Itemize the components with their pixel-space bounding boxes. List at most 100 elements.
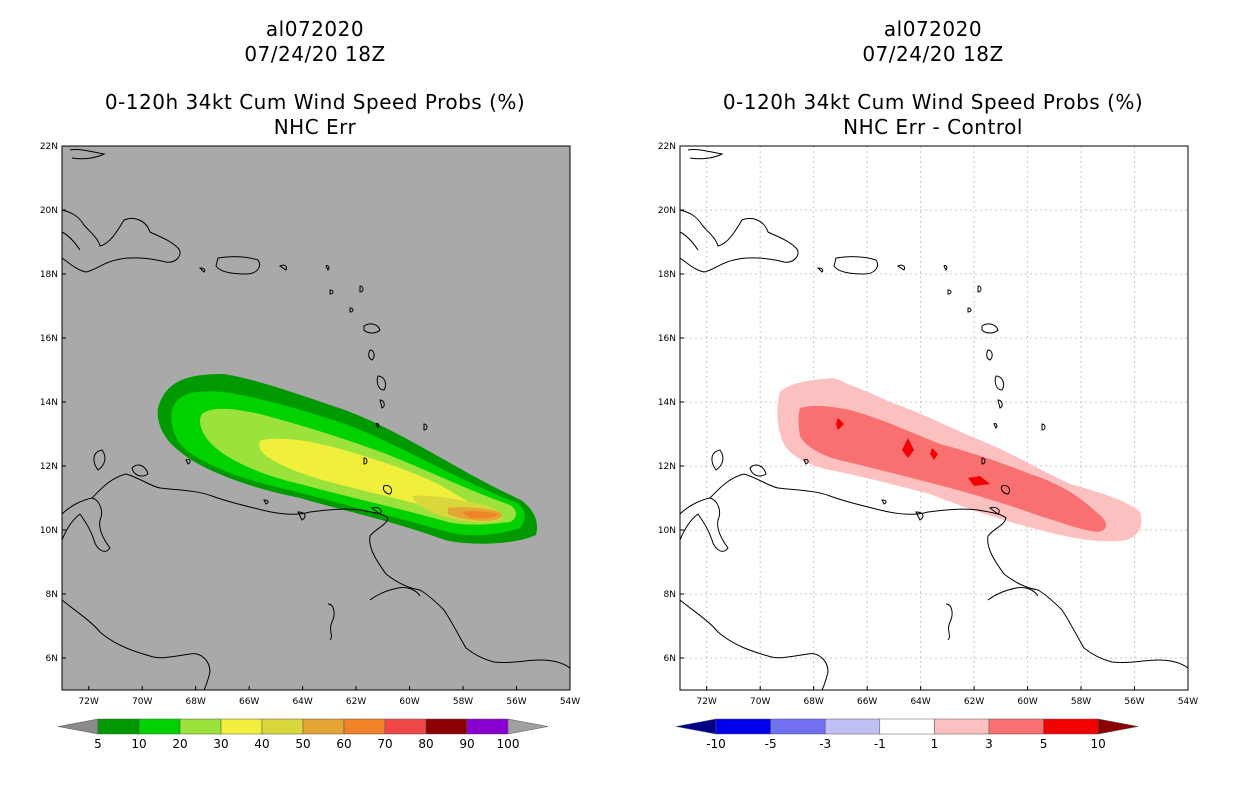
colorbar-arrow-high xyxy=(1097,718,1139,735)
lon-tick-label: 64W xyxy=(292,697,312,707)
lon-tick-label: 70W xyxy=(750,697,770,707)
colorbar-box xyxy=(261,718,304,735)
lat-tick-label: 14N xyxy=(658,398,676,408)
contour-30 xyxy=(259,438,478,513)
right-storm-id: al072020 xyxy=(883,17,983,41)
right-title-block: al072020 07/24/20 18Z xyxy=(678,17,1188,67)
colorbar-box xyxy=(824,718,881,735)
colorbar-label: 70 xyxy=(377,737,392,751)
lon-tick-label: 60W xyxy=(399,697,419,707)
lon-tick-label: 56W xyxy=(506,697,526,707)
right-product-block: 0-120h 34kt Cum Wind Speed Probs (%) NHC… xyxy=(678,90,1188,140)
left-product: 0-120h 34kt Cum Wind Speed Probs (%) xyxy=(104,90,526,114)
left-map-frame xyxy=(61,145,571,691)
lat-tick-label: 10N xyxy=(40,526,58,536)
lon-tick-label: 70W xyxy=(132,697,152,707)
colorbar-box xyxy=(934,718,990,735)
lon-tick-label: 66W xyxy=(239,697,259,707)
lat-tick-label: 12N xyxy=(658,462,676,472)
right-colorbar: -10 -5 -3 -1 1 3 5 10 xyxy=(675,718,1139,751)
lon-tick-label: 68W xyxy=(804,697,824,707)
colorbar-arrow-high xyxy=(507,718,549,735)
lon-tick-label: 72W xyxy=(697,697,717,707)
lon-tick-label: 56W xyxy=(1124,697,1144,707)
diff-contour-plus5d xyxy=(968,476,990,486)
right-map-frame xyxy=(679,145,1189,691)
lon-tick-label: 54W xyxy=(560,697,580,707)
left-datetime: 07/24/20 18Z xyxy=(244,42,386,66)
colorbar-box xyxy=(770,718,826,735)
lat-tick-label: 18N xyxy=(40,270,58,280)
colorbar-box xyxy=(1043,718,1099,735)
right-difference-contours xyxy=(777,378,1142,542)
diff-contour-plus5b xyxy=(902,438,914,458)
lon-tick-label: 64W xyxy=(910,697,930,707)
diff-contour-plus5c xyxy=(930,448,938,460)
left-storm-id: al072020 xyxy=(265,17,365,41)
left-lon-axis: 72W 70W 68W 66W 64W 62W 60W 58W 56W 54W xyxy=(79,686,580,707)
lon-tick-label: 54W xyxy=(1178,697,1198,707)
colorbar-label: 10 xyxy=(131,737,146,751)
colorbar-label: 60 xyxy=(336,737,351,751)
lat-tick-label: 16N xyxy=(40,334,58,344)
left-coastlines xyxy=(61,149,571,691)
lat-tick-label: 20N xyxy=(40,206,58,216)
colorbar-box xyxy=(302,718,345,735)
colorbar-label: 10 xyxy=(1091,737,1106,751)
right-lat-axis: 22N 20N 18N 16N 14N 12N 10N 8N 6N xyxy=(658,142,684,664)
lon-tick-label: 60W xyxy=(1017,697,1037,707)
right-map-panel: 22N 20N 18N 16N 14N 12N 10N 8N 6N 72W 70W 68W 66W 64… xyxy=(658,142,1198,751)
lat-tick-label: 18N xyxy=(658,270,676,280)
lon-tick-label: 58W xyxy=(453,697,473,707)
lon-tick-label: 62W xyxy=(964,697,984,707)
left-map-panel: 22N 20N 18N 16N 14N 12N 10N 8N 6N 72W 70W 68W 66W 64… xyxy=(40,142,580,751)
right-datetime: 07/24/20 18Z xyxy=(862,42,1004,66)
colorbar-box xyxy=(179,718,222,735)
colorbar-box xyxy=(384,718,427,735)
right-subtitle: NHC Err - Control xyxy=(843,115,1023,139)
right-product: 0-120h 34kt Cum Wind Speed Probs (%) xyxy=(722,90,1144,114)
colorbar-box xyxy=(715,718,771,735)
right-lon-axis: 72W 70W 68W 66W 64W 62W 60W 58W 56W 54W xyxy=(697,686,1198,707)
colorbar-label: 80 xyxy=(418,737,433,751)
colorbar-label: 5 xyxy=(1040,737,1048,751)
colorbar-label: 1 xyxy=(931,737,939,751)
colorbar-label: -1 xyxy=(874,737,886,751)
lat-tick-label: 6N xyxy=(46,654,58,664)
lat-tick-label: 16N xyxy=(658,334,676,344)
colorbar-label: 30 xyxy=(213,737,228,751)
colorbar-label: -10 xyxy=(706,737,726,751)
lon-tick-label: 68W xyxy=(186,697,206,707)
colorbar-label: -5 xyxy=(765,737,777,751)
contour-60 xyxy=(462,511,498,519)
right-map-background xyxy=(680,146,1188,690)
colorbar-box xyxy=(988,718,1044,735)
left-colorbar: 5 10 20 30 40 50 60 70 80 90 100 xyxy=(57,718,549,751)
lon-tick-label: 58W xyxy=(1071,697,1091,707)
colorbar-box xyxy=(466,718,509,735)
colorbar-box xyxy=(343,718,386,735)
colorbar-label: 90 xyxy=(459,737,474,751)
lon-tick-label: 66W xyxy=(857,697,877,707)
left-product-block: 0-120h 34kt Cum Wind Speed Probs (%) NHC… xyxy=(60,90,570,140)
lat-tick-label: 14N xyxy=(40,398,58,408)
colorbar-box xyxy=(220,718,263,735)
lon-tick-label: 72W xyxy=(79,697,99,707)
colorbar-label: 5 xyxy=(94,737,102,751)
lat-tick-label: 22N xyxy=(658,142,676,152)
lat-tick-label: 12N xyxy=(40,462,58,472)
colorbar-label: 50 xyxy=(295,737,310,751)
colorbar-label: 3 xyxy=(985,737,993,751)
colorbar-box xyxy=(879,718,935,735)
left-subtitle: NHC Err xyxy=(273,115,357,139)
colorbar-label: -3 xyxy=(819,737,831,751)
lat-tick-label: 20N xyxy=(658,206,676,216)
colorbar-arrow-low xyxy=(57,718,99,735)
right-coastlines xyxy=(679,149,1189,691)
colorbar-label: 40 xyxy=(254,737,269,751)
colorbar-box xyxy=(97,718,140,735)
colorbar-label: 20 xyxy=(172,737,187,751)
diff-contour-plus3 xyxy=(798,405,1107,532)
lat-tick-label: 10N xyxy=(658,526,676,536)
left-lat-axis: 22N 20N 18N 16N 14N 12N 10N 8N 6N xyxy=(40,142,66,664)
